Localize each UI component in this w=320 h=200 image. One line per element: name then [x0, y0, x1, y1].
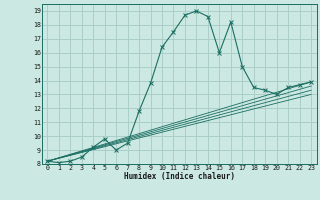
X-axis label: Humidex (Indice chaleur): Humidex (Indice chaleur) [124, 172, 235, 181]
